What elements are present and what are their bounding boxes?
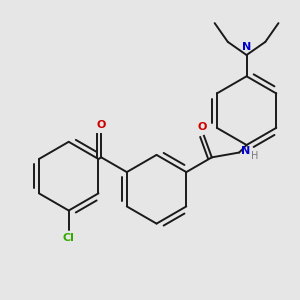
- Text: O: O: [198, 122, 207, 132]
- Text: H: H: [250, 152, 258, 161]
- Text: O: O: [97, 120, 106, 130]
- Text: Cl: Cl: [63, 233, 75, 243]
- Text: N: N: [241, 146, 250, 156]
- Text: N: N: [242, 42, 251, 52]
